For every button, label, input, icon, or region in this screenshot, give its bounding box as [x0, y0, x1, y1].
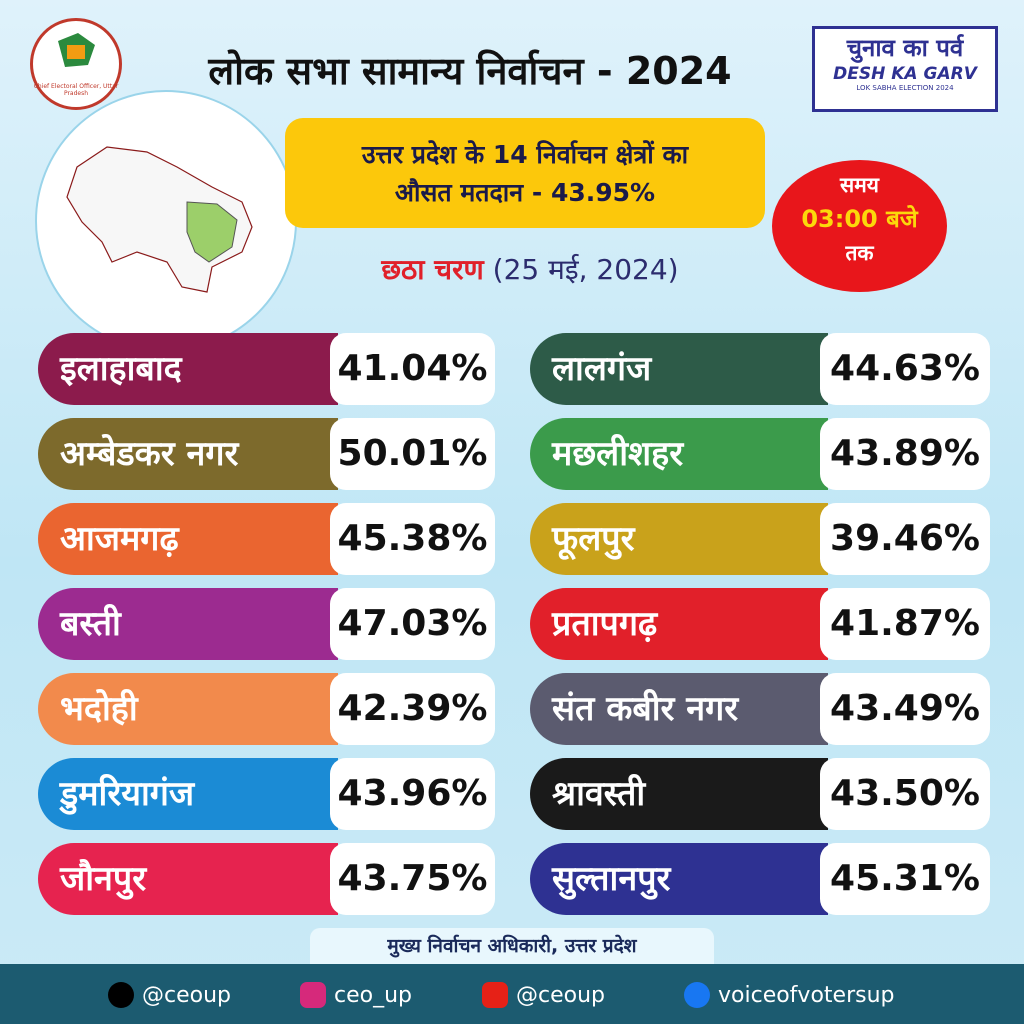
- turnout-value: 43.89%: [820, 418, 990, 490]
- constituency-name: अम्बेडकर नगर: [38, 418, 338, 490]
- social-instagram[interactable]: ceo_up: [300, 980, 412, 1010]
- constituency-name: संत कबीर नगर: [530, 673, 828, 745]
- social-x[interactable]: @ceoup: [108, 980, 231, 1010]
- summary-line: उत्तर प्रदेश के 14 निर्वाचन क्षेत्रों का: [361, 140, 689, 169]
- turnout-value: 47.03%: [330, 588, 495, 660]
- turnout-value: 43.49%: [820, 673, 990, 745]
- turnout-value: 50.01%: [330, 418, 495, 490]
- turnout-value: 41.04%: [330, 333, 495, 405]
- authority: मुख्य निर्वाचन अधिकारी, उत्तर प्रदेश: [310, 928, 714, 964]
- logo-text: Chief Electoral Officer, Uttar Pradesh: [33, 83, 119, 97]
- social-handle: ceo_up: [334, 982, 412, 1008]
- time-suffix: तक: [845, 241, 874, 265]
- turnout-value: 45.31%: [820, 843, 990, 915]
- campaign-logo: चुनाव का पर्व DESH KA GARV LOK SABHA ELE…: [812, 26, 998, 112]
- footer-bar: [0, 964, 1024, 1024]
- turnout-value: 43.75%: [330, 843, 495, 915]
- ceo-logo: Chief Electoral Officer, Uttar Pradesh: [30, 18, 122, 110]
- social-youtube[interactable]: @ceoup: [482, 980, 605, 1010]
- time-value: 03:00 बजे: [801, 205, 918, 233]
- title: लोक सभा सामान्य निर्वाचन - 2024: [208, 49, 732, 93]
- constituency-name: इलाहाबाद: [38, 333, 338, 405]
- turnout-value: 43.50%: [820, 758, 990, 830]
- instagram-icon: [300, 982, 326, 1008]
- social-handle: voiceofvotersup: [718, 982, 895, 1008]
- turnout-value: 39.46%: [820, 503, 990, 575]
- summary-line: औसत मतदान - 43.95%: [394, 178, 656, 207]
- time-label: समय: [840, 173, 879, 197]
- time-box: समय 03:00 बजे तक: [772, 160, 947, 292]
- turnout-value: 42.39%: [330, 673, 495, 745]
- turnout-value: 44.63%: [820, 333, 990, 405]
- phase-date: (25 मई, 2024): [492, 253, 679, 286]
- summary-box: उत्तर प्रदेश के 14 निर्वाचन क्षेत्रों का…: [285, 118, 765, 228]
- constituency-name: आजमगढ़: [38, 503, 338, 575]
- campaign-hindi: चुनाव का पर्व: [846, 34, 964, 62]
- turnout-value: 41.87%: [820, 588, 990, 660]
- campaign-tagline: LOK SABHA ELECTION 2024: [856, 84, 954, 92]
- map-shape: [66, 146, 253, 293]
- social-handle: @ceoup: [516, 982, 605, 1008]
- constituency-name: बस्ती: [38, 588, 338, 660]
- facebook-icon: [684, 982, 710, 1008]
- social-handle: @ceoup: [142, 982, 231, 1008]
- state-map: [35, 90, 297, 352]
- turnout-value: 45.38%: [330, 503, 495, 575]
- turnout-value: 43.96%: [330, 758, 495, 830]
- youtube-icon: [482, 982, 508, 1008]
- constituency-name: भदोही: [38, 673, 338, 745]
- constituency-name: सुल्तानपुर: [530, 843, 828, 915]
- constituency-name: फूलपुर: [530, 503, 828, 575]
- phase-name: छठा चरण: [381, 253, 484, 286]
- constituency-name: प्रतापगढ़: [530, 588, 828, 660]
- constituency-name: लालगंज: [530, 333, 828, 405]
- logo-emblem: [58, 33, 95, 67]
- social-facebook[interactable]: voiceofvotersup: [684, 980, 894, 1010]
- constituency-name: जौनपुर: [38, 843, 338, 915]
- campaign-english: DESH KA GARV: [833, 64, 977, 84]
- phase: छठा चरण (25 मई, 2024): [300, 250, 760, 288]
- x-icon: [108, 982, 134, 1008]
- constituency-name: डुमरियागंज: [38, 758, 338, 830]
- constituency-name: मछलीशहर: [530, 418, 828, 490]
- constituency-name: श्रावस्ती: [530, 758, 828, 830]
